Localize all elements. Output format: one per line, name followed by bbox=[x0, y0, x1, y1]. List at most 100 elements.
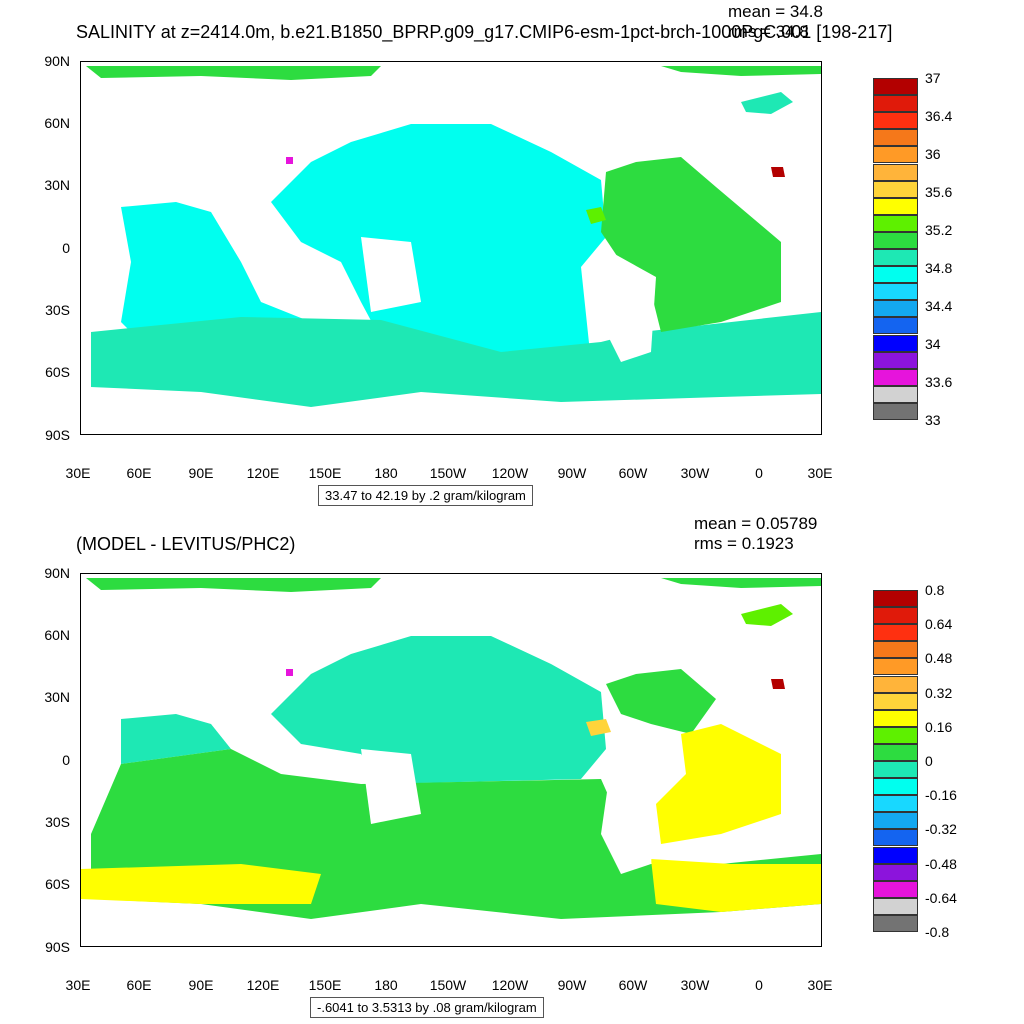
y-tick: 60S bbox=[45, 364, 70, 380]
colorbar-label: 34.8 bbox=[925, 260, 953, 276]
chart-title: (MODEL - LEVITUS/PHC2) bbox=[76, 534, 296, 554]
arctic-region bbox=[86, 578, 381, 592]
land-south-america bbox=[601, 764, 656, 874]
rms-label: rms = 0.1923 bbox=[694, 534, 794, 553]
x-tick: 60E bbox=[126, 977, 152, 993]
colorbar-cell bbox=[873, 78, 918, 96]
contour-info-box: 33.47 to 42.19 by .2 gram/kilogram bbox=[318, 485, 533, 506]
colorbar-cell bbox=[873, 761, 918, 779]
atlantic-region bbox=[601, 157, 781, 332]
colorbar-label: 0.64 bbox=[925, 616, 953, 633]
x-tick: 150E bbox=[308, 977, 342, 993]
colorbar-cell bbox=[873, 743, 918, 761]
y-tick: 30S bbox=[45, 814, 70, 830]
colorbar-label: 0.48 bbox=[925, 650, 953, 667]
colorbar-cell bbox=[873, 231, 918, 249]
colorbar-cell bbox=[873, 95, 918, 113]
x-tick: 90W bbox=[557, 977, 587, 993]
x-tick: 30E bbox=[65, 465, 91, 481]
colorbar-label: 0.8 bbox=[925, 582, 945, 598]
colorbar-label: 36 bbox=[925, 146, 941, 162]
x-tick: 30E bbox=[65, 977, 91, 993]
y-tick: 60N bbox=[44, 627, 70, 643]
colorbar-cell bbox=[873, 112, 918, 130]
colorbar-label: 0 bbox=[925, 753, 933, 769]
colorbar-cell bbox=[873, 658, 918, 676]
salinity-panel: SALINITY at z=2414.0m, b.e21.B1850_BPRP.… bbox=[44, 2, 953, 506]
colorbar-cell bbox=[873, 283, 918, 301]
colorbar-cell bbox=[873, 641, 918, 659]
colorbar-label: 35.6 bbox=[925, 184, 953, 200]
colorbar-cell bbox=[873, 249, 918, 267]
colorbar-cell bbox=[873, 214, 918, 232]
colorbar-cell bbox=[873, 180, 918, 198]
x-tick: 30W bbox=[680, 977, 710, 993]
y-tick: 30N bbox=[44, 689, 70, 705]
mean-label: mean = 34.8 bbox=[728, 2, 823, 21]
colorbar-label: 0.32 bbox=[925, 684, 953, 701]
colorbar-label: -0.48 bbox=[925, 855, 957, 872]
x-tick: 90E bbox=[188, 465, 214, 481]
colorbar-cell bbox=[873, 863, 918, 881]
atlantic-north bbox=[606, 669, 716, 734]
x-tick: 90E bbox=[188, 977, 214, 993]
arctic-east bbox=[661, 578, 821, 588]
y-tick: 60S bbox=[45, 876, 70, 892]
x-tick: 0 bbox=[755, 465, 763, 481]
atlantic-south bbox=[656, 724, 781, 844]
colorbar-cell bbox=[873, 300, 918, 318]
x-tick: 150W bbox=[429, 465, 467, 481]
colorbar-cell bbox=[873, 812, 918, 830]
mean-label: mean = 0.05789 bbox=[694, 514, 818, 533]
y-tick: 90N bbox=[44, 565, 70, 581]
x-tick: 30W bbox=[680, 465, 710, 481]
southern-positive-west bbox=[81, 864, 321, 904]
gulf-region bbox=[586, 719, 611, 736]
y-tick: 30N bbox=[44, 177, 70, 193]
marginal-sea bbox=[286, 669, 293, 676]
colorbar-cell bbox=[873, 368, 918, 386]
x-tick: 60E bbox=[126, 465, 152, 481]
difference-panel: (MODEL - LEVITUS/PHC2) mean = 0.05789 rm… bbox=[0, 512, 1024, 1024]
colorbar-label: -0.64 bbox=[925, 889, 957, 906]
chart-title: SALINITY at z=2414.0m, b.e21.B1850_BPRP.… bbox=[76, 22, 893, 42]
x-tick: 0 bbox=[755, 977, 763, 993]
colorbar-label: 33.6 bbox=[925, 374, 953, 390]
nordic-sea bbox=[741, 92, 793, 114]
colorbar-cell bbox=[873, 402, 918, 420]
colorbar-cell bbox=[873, 163, 918, 181]
colorbar-cell bbox=[873, 778, 918, 796]
mediterranean bbox=[771, 167, 785, 177]
x-tick: 60W bbox=[618, 465, 648, 481]
land-south-america bbox=[601, 252, 656, 362]
pacific-region bbox=[271, 636, 606, 784]
colorbar-cell bbox=[873, 590, 918, 608]
colorbar-cell bbox=[873, 266, 918, 284]
colorbar-cell bbox=[873, 880, 918, 898]
colorbar-cell bbox=[873, 351, 918, 369]
colorbar-label: -0.32 bbox=[925, 821, 957, 838]
gulf-region bbox=[586, 207, 606, 224]
colorbar-cell bbox=[873, 317, 918, 335]
x-tick: 120W bbox=[491, 465, 529, 481]
colorbar-cell bbox=[873, 846, 918, 864]
rms-label: rms = 34.8 bbox=[728, 22, 809, 41]
colorbar-cell bbox=[873, 726, 918, 744]
colorbar-label: 34.4 bbox=[925, 298, 953, 314]
colorbar-label: -0.16 bbox=[925, 787, 957, 804]
colorbar-cell bbox=[873, 129, 918, 147]
colorbar-cell bbox=[873, 675, 918, 693]
colorbar-cell bbox=[873, 709, 918, 727]
x-tick: 30E bbox=[807, 977, 833, 993]
colorbar bbox=[873, 78, 918, 420]
x-tick: 90W bbox=[557, 465, 587, 481]
x-tick: 120E bbox=[246, 465, 280, 481]
colorbar-cell bbox=[873, 692, 918, 710]
colorbar-cell bbox=[873, 197, 918, 215]
x-tick: 150W bbox=[429, 977, 467, 993]
southern-positive-east bbox=[651, 859, 821, 912]
colorbar-cell bbox=[873, 334, 918, 352]
x-tick: 60W bbox=[618, 977, 648, 993]
colorbar-cell bbox=[873, 385, 918, 403]
x-tick: 120E bbox=[246, 977, 280, 993]
